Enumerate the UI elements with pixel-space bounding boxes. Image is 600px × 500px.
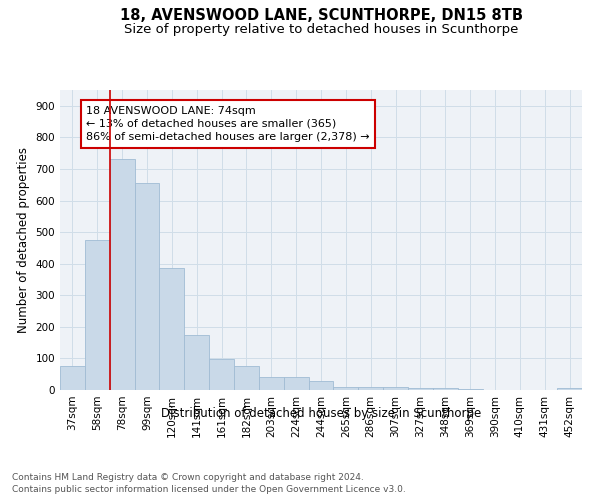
Bar (358, 387, 383, 390)
Bar (557, 388, 582, 390)
Bar (308, 382, 334, 390)
Text: 18 AVENSWOOD LANE: 74sqm
← 13% of detached houses are smaller (365)
86% of semi-: 18 AVENSWOOD LANE: 74sqm ← 13% of detach… (86, 106, 370, 142)
Bar (334, 387, 358, 390)
Text: Contains HM Land Registry data © Crown copyright and database right 2024.: Contains HM Land Registry data © Crown c… (12, 472, 364, 482)
Bar (60, 366, 85, 390)
Text: 18, AVENSWOOD LANE, SCUNTHORPE, DN15 8TB: 18, AVENSWOOD LANE, SCUNTHORPE, DN15 8TB (119, 8, 523, 22)
Bar (433, 388, 458, 390)
Bar (234, 366, 259, 390)
Bar (383, 388, 408, 390)
Bar (85, 240, 110, 390)
Bar (284, 378, 308, 390)
Bar (184, 334, 209, 390)
Text: Distribution of detached houses by size in Scunthorpe: Distribution of detached houses by size … (161, 408, 481, 420)
Bar (259, 376, 284, 390)
Y-axis label: Number of detached properties: Number of detached properties (17, 147, 30, 333)
Bar (134, 182, 160, 390)
Bar (209, 360, 234, 390)
Bar (408, 388, 433, 390)
Text: Contains public sector information licensed under the Open Government Licence v3: Contains public sector information licen… (12, 485, 406, 494)
Bar (160, 268, 184, 390)
Bar (110, 160, 134, 390)
Text: Size of property relative to detached houses in Scunthorpe: Size of property relative to detached ho… (124, 22, 518, 36)
